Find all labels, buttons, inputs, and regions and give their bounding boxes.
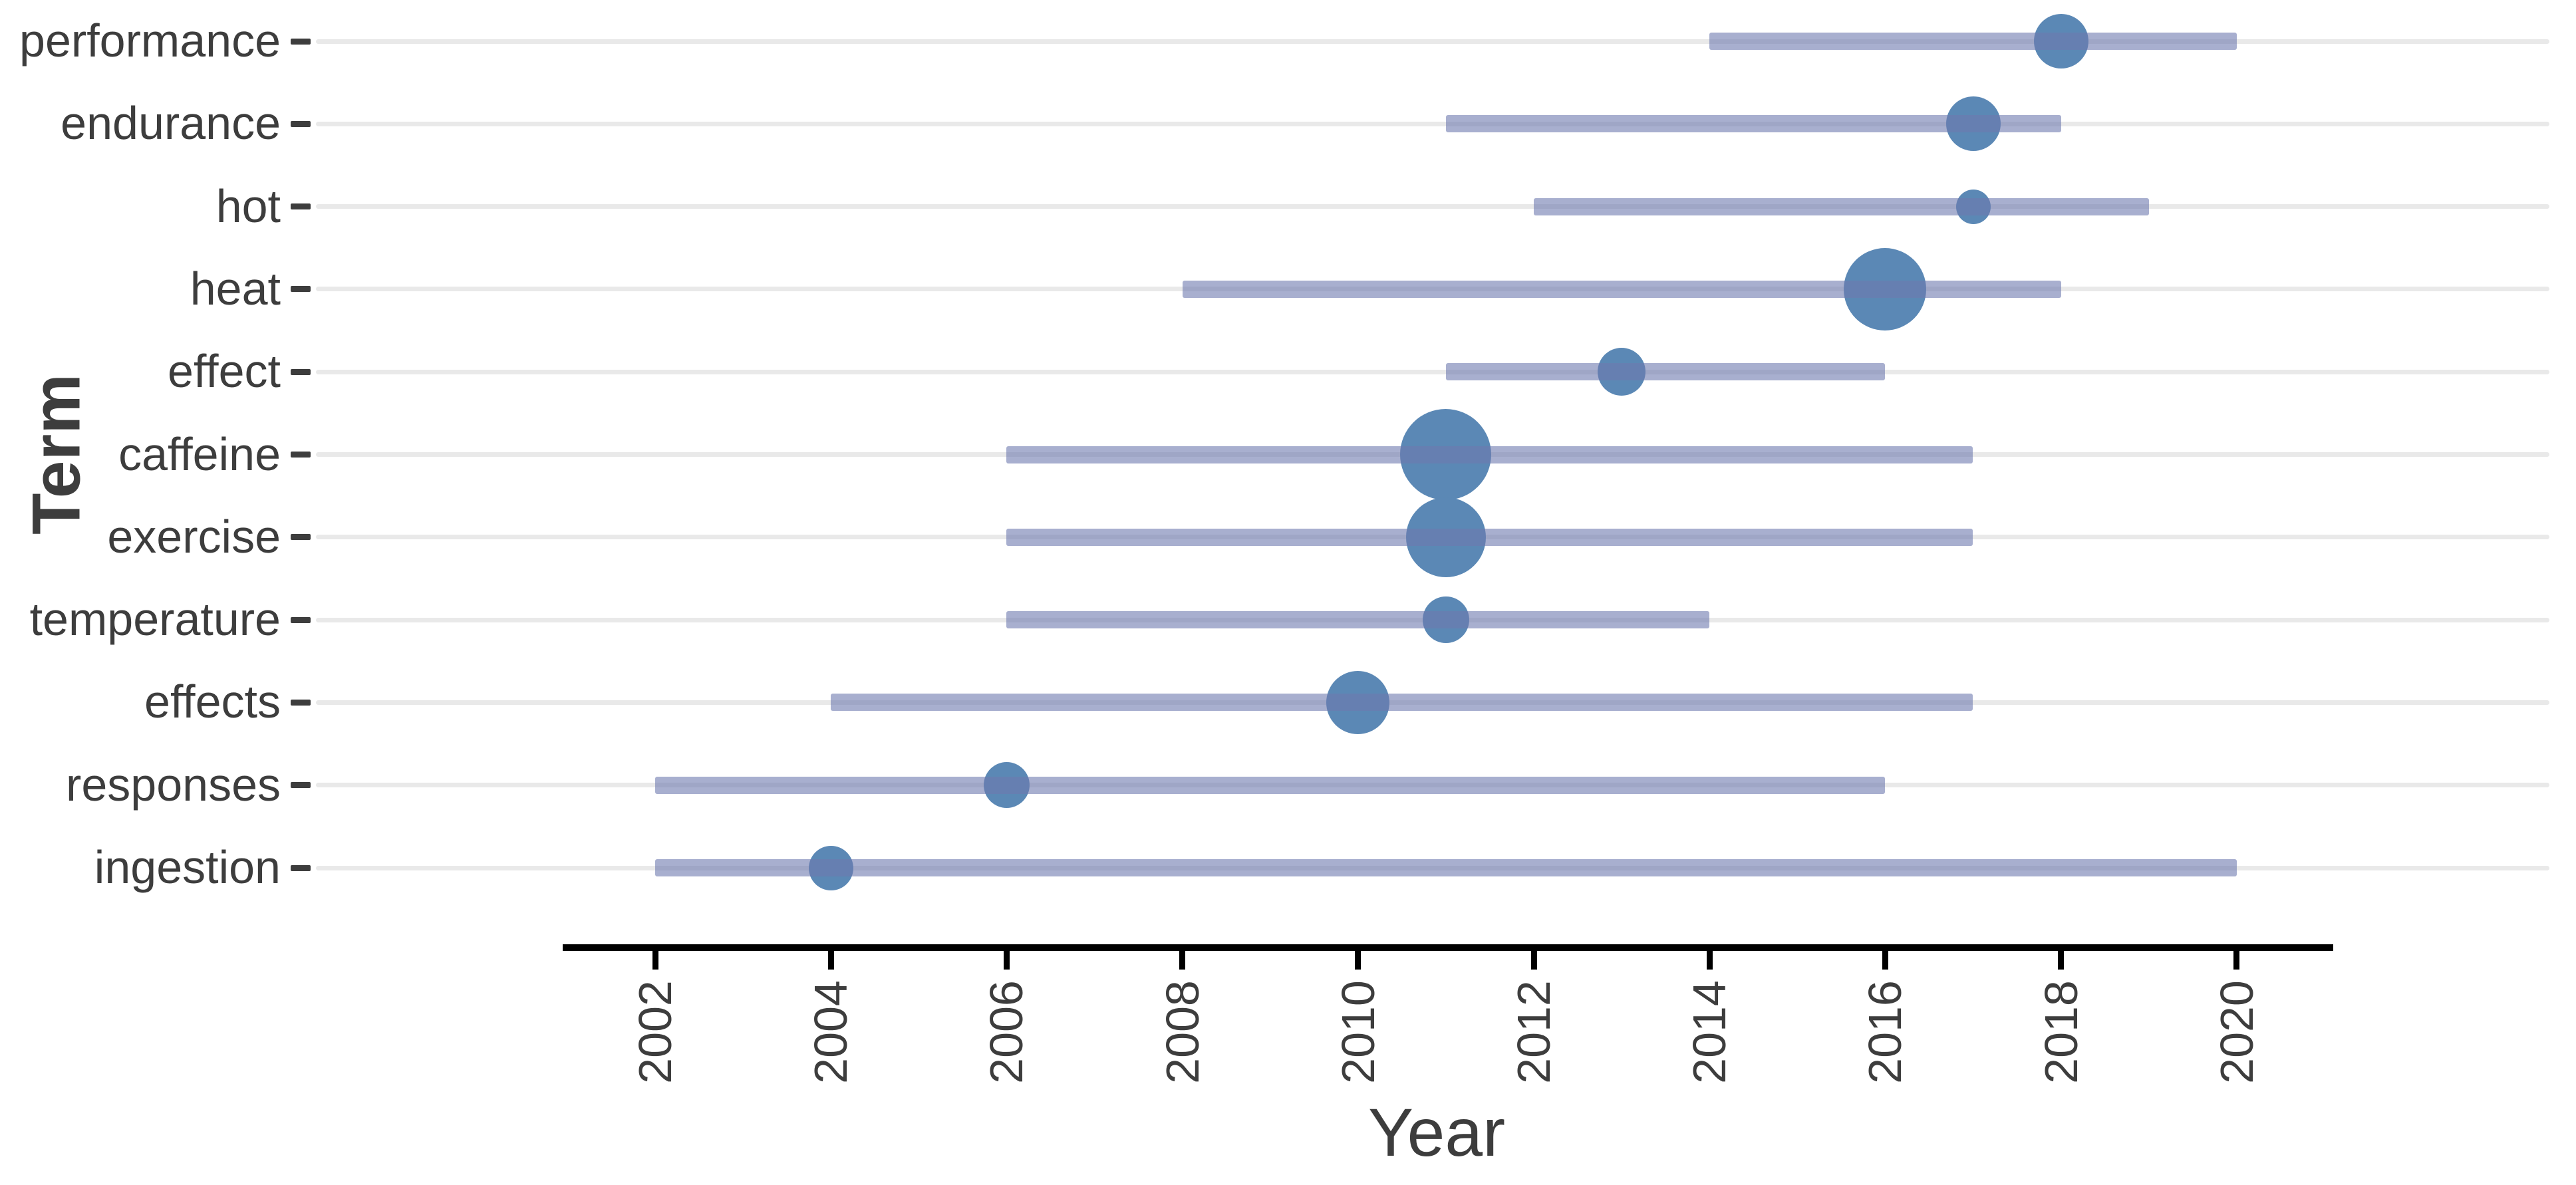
- year-range-band: [831, 694, 1973, 712]
- x-tick-label-2018: 2018: [2035, 980, 2087, 1084]
- x-tick-label-2020: 2020: [2210, 980, 2263, 1084]
- grid-line: [316, 204, 2549, 209]
- y-tick-label-effects: effects: [144, 676, 281, 728]
- y-tick-mark: [291, 699, 311, 706]
- x-tick-label-2014: 2014: [1683, 980, 1736, 1084]
- x-axis-line: [563, 944, 2333, 951]
- x-tick-mark: [2233, 950, 2240, 970]
- grid-line: [316, 39, 2549, 44]
- x-tick-label-2002: 2002: [629, 980, 681, 1084]
- y-tick-label-hot: hot: [215, 180, 281, 232]
- year-range-band: [1006, 446, 1973, 463]
- y-tick-label-heat: heat: [190, 262, 281, 315]
- year-range-band: [655, 859, 2237, 876]
- y-tick-mark: [291, 38, 311, 45]
- y-tick-mark: [291, 782, 311, 789]
- y-tick-label-performance: performance: [19, 15, 281, 66]
- x-tick-mark: [2058, 950, 2065, 970]
- y-tick-label-caffeine: caffeine: [118, 428, 281, 480]
- y-tick-label-responses: responses: [66, 758, 281, 811]
- y-tick-label-effect: effect: [168, 345, 281, 398]
- y-tick-mark: [291, 203, 311, 210]
- y-tick-label-ingestion: ingestion: [94, 841, 281, 893]
- x-tick-mark: [1706, 950, 1713, 970]
- y-tick-mark: [291, 368, 311, 375]
- y-tick-mark: [291, 120, 311, 127]
- year-range-band: [1709, 33, 2237, 50]
- x-tick-mark: [1530, 950, 1537, 970]
- x-tick-label-2012: 2012: [1508, 980, 1560, 1084]
- x-tick-label-2006: 2006: [980, 980, 1033, 1084]
- year-range-band: [655, 776, 1886, 794]
- x-tick-mark: [1355, 950, 1361, 970]
- y-tick-mark: [291, 534, 311, 541]
- y-tick-label-endurance: endurance: [61, 97, 281, 150]
- x-tick-mark: [1179, 950, 1186, 970]
- x-tick-label-2008: 2008: [1156, 980, 1209, 1084]
- x-tick-mark: [1003, 950, 1010, 970]
- x-tick-mark: [827, 950, 834, 970]
- y-tick-mark: [291, 616, 311, 623]
- y-tick-label-exercise: exercise: [107, 510, 281, 563]
- year-range-band: [1534, 198, 2149, 215]
- y-tick-mark: [291, 286, 311, 293]
- x-tick-mark: [1882, 950, 1888, 970]
- grid-line: [316, 121, 2549, 126]
- year-range-band: [1445, 363, 1886, 381]
- year-range-band: [1006, 611, 1710, 629]
- year-range-band: [1182, 280, 2061, 298]
- x-tick-mark: [652, 950, 658, 970]
- y-tick-mark: [291, 864, 311, 871]
- y-tick-label-temperature: temperature: [29, 593, 281, 646]
- x-tick-label-2016: 2016: [1859, 980, 1912, 1084]
- x-tick-label-2004: 2004: [805, 980, 857, 1084]
- x-tick-label-2010: 2010: [1332, 980, 1384, 1084]
- grid-line: [316, 369, 2549, 374]
- x-axis-title: Year: [1367, 1095, 1506, 1170]
- year-range-band: [1006, 528, 1973, 546]
- year-range-band: [1445, 115, 2061, 133]
- y-tick-mark: [291, 452, 311, 458]
- y-axis-title: Term: [18, 374, 94, 535]
